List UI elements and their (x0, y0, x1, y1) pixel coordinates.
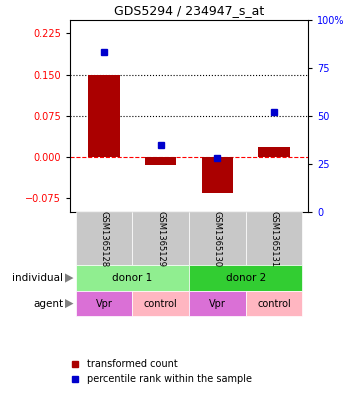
Title: GDS5294 / 234947_s_at: GDS5294 / 234947_s_at (114, 4, 264, 17)
Text: control: control (144, 299, 177, 309)
Bar (202, 157, 233, 193)
Text: transformed count: transformed count (87, 358, 177, 369)
Bar (189, 212, 246, 265)
Text: Vpr: Vpr (209, 299, 226, 309)
Text: GSM1365129: GSM1365129 (156, 211, 165, 267)
Bar (189, 291, 246, 316)
Bar (246, 212, 302, 265)
Text: donor 1: donor 1 (112, 273, 153, 283)
Text: individual: individual (12, 273, 63, 283)
Text: GSM1365131: GSM1365131 (270, 211, 279, 267)
Text: Vpr: Vpr (96, 299, 112, 309)
Bar (76, 291, 132, 316)
Bar (132, 291, 189, 316)
Bar (76, 265, 189, 291)
Bar (189, 265, 302, 291)
Text: control: control (257, 299, 291, 309)
Bar (132, 212, 189, 265)
Polygon shape (65, 274, 74, 283)
Bar (258, 147, 289, 157)
Bar (246, 291, 302, 316)
Text: agent: agent (33, 299, 63, 309)
Text: percentile rank within the sample: percentile rank within the sample (87, 374, 252, 384)
Bar (76, 212, 132, 265)
Text: GSM1365130: GSM1365130 (213, 211, 222, 267)
Polygon shape (65, 299, 74, 308)
Text: GSM1365128: GSM1365128 (99, 211, 108, 267)
Text: donor 2: donor 2 (225, 273, 266, 283)
Bar (145, 157, 176, 165)
Bar (89, 75, 120, 157)
